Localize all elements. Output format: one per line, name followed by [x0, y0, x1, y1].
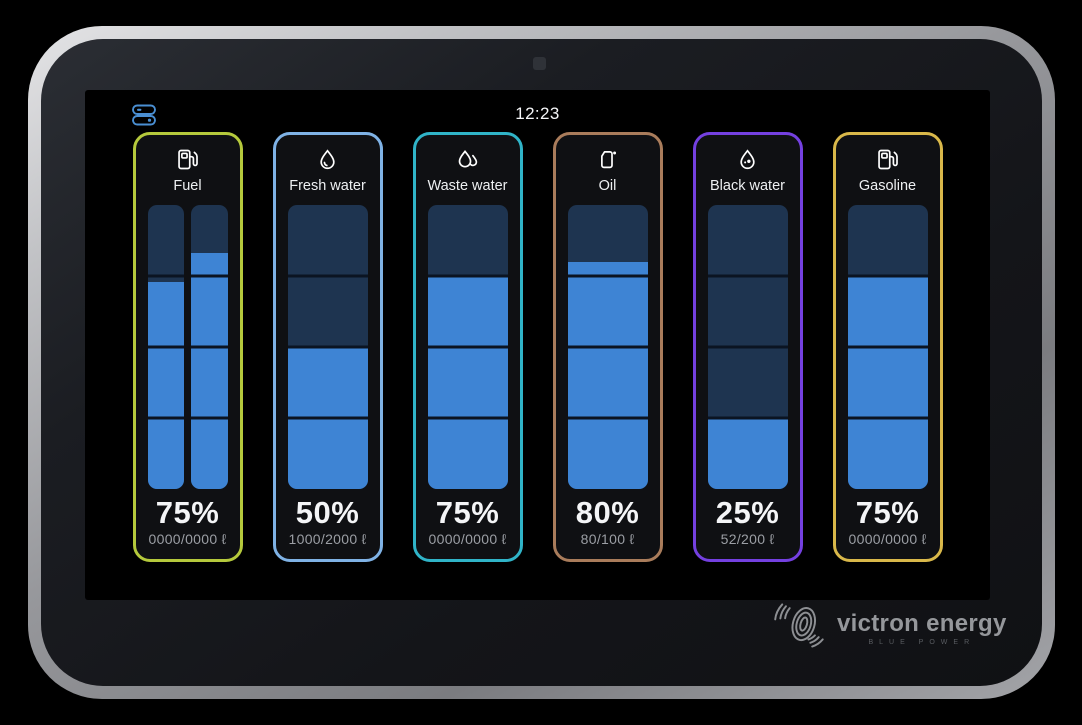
tank-level-bar [427, 205, 508, 489]
tank-capacity: 0000/0000 ℓ [148, 531, 227, 547]
bar-segment-divider [707, 345, 788, 349]
bar-segment-divider [707, 274, 788, 278]
status-bar: 12:23 [85, 90, 990, 130]
tank-card-black-water[interactable]: Black water 25% 52/200 ℓ [692, 132, 803, 562]
bar-segment-divider [191, 274, 228, 278]
tank-percent: 75% [155, 495, 220, 530]
brand-tagline: BLUE POWER [868, 638, 976, 646]
victron-branding: victron energy BLUE POWER [771, 599, 1007, 656]
tank-icon-holder [174, 146, 201, 173]
tank-label: Fresh water [289, 178, 366, 194]
bar-segment-divider [287, 274, 368, 278]
tank-bars [567, 205, 648, 489]
bar-segment-divider [847, 345, 928, 349]
tank-percent: 75% [435, 495, 500, 530]
tank-label: Fuel [173, 178, 202, 194]
water-drop-icon [320, 149, 335, 170]
tank-level-bar [567, 205, 648, 489]
device-bezel: 12:23 Fuel 75% 0000/0000 ℓ [41, 39, 1042, 686]
tank-card-oil[interactable]: Oil 80% 80/100 ℓ [552, 132, 663, 562]
tank-icon-holder [314, 146, 341, 173]
tank-level-bar [191, 205, 228, 489]
brand-name: victron energy [837, 609, 1007, 637]
tank-bars [847, 205, 928, 489]
tank-level-bar [707, 205, 788, 489]
tank-capacity: 52/200 ℓ [720, 531, 775, 547]
tank-level-fill [567, 261, 648, 489]
tank-level-fill [191, 253, 228, 489]
tank-card-fuel[interactable]: Fuel 75% 0000/0000 ℓ [132, 132, 243, 562]
double-drop-icon [458, 150, 478, 168]
bar-segment-divider [287, 416, 368, 420]
bar-segment-divider [147, 345, 184, 349]
bar-segment-divider [147, 274, 184, 278]
tank-level-fill [847, 276, 928, 489]
oil-jug-icon [601, 151, 617, 169]
tank-bars [707, 205, 788, 489]
bar-segment-divider [191, 345, 228, 349]
tank-label: Oil [598, 178, 617, 194]
tank-level-bar [287, 205, 368, 489]
tank-card-waste-water[interactable]: Waste water 75% 0000/0000 ℓ [412, 132, 523, 562]
tank-icon-holder [454, 146, 481, 173]
tank-bars [287, 205, 368, 489]
bar-segment-divider [847, 274, 928, 278]
touch-screen: 12:23 Fuel 75% 0000/0000 ℓ [85, 90, 990, 600]
tank-label: Gasoline [858, 178, 917, 194]
tank-icon-holder [734, 146, 761, 173]
tank-cards: Fuel 75% 0000/0000 ℓ Fresh water 50% 100… [85, 132, 990, 562]
tank-percent: 25% [715, 495, 780, 530]
tank-percent: 75% [855, 495, 920, 530]
tank-bars [147, 205, 228, 489]
tank-percent: 50% [295, 495, 360, 530]
tank-icon-holder [594, 146, 621, 173]
fuel-pump-icon [178, 149, 198, 170]
tank-card-fresh-water[interactable]: Fresh water 50% 1000/2000 ℓ [272, 132, 383, 562]
tank-percent: 80% [575, 495, 640, 530]
tank-icon-holder [874, 146, 901, 173]
bar-segment-divider [191, 416, 228, 420]
toggles-menu-icon[interactable] [130, 101, 158, 129]
bar-segment-divider [567, 274, 648, 278]
tank-level-bar [147, 205, 184, 489]
bar-segment-divider [567, 345, 648, 349]
bar-segment-divider [147, 416, 184, 420]
bar-segment-divider [707, 416, 788, 420]
tank-label: Black water [710, 178, 785, 194]
device-frame: 12:23 Fuel 75% 0000/0000 ℓ [28, 26, 1055, 699]
tank-level-fill [707, 418, 788, 489]
fuel-pump-icon [878, 149, 898, 170]
tank-level-fill [147, 281, 184, 489]
tank-card-gasoline[interactable]: Gasoline 75% 0000/0000 ℓ [832, 132, 943, 562]
bar-segment-divider [427, 345, 508, 349]
tank-label: Waste water [427, 178, 508, 194]
tank-level-fill [427, 276, 508, 489]
tank-level-bar [847, 205, 928, 489]
bar-segment-divider [427, 274, 508, 278]
tank-capacity: 80/100 ℓ [580, 531, 635, 547]
camera-sensor-dot [533, 57, 546, 70]
bar-segment-divider [847, 416, 928, 420]
victron-swirl-icon [771, 599, 829, 656]
bar-segment-divider [427, 416, 508, 420]
bar-segment-divider [287, 345, 368, 349]
tank-capacity: 1000/2000 ℓ [288, 531, 367, 547]
tank-capacity: 0000/0000 ℓ [848, 531, 927, 547]
black-water-drop-icon [740, 149, 755, 170]
tank-capacity: 0000/0000 ℓ [428, 531, 507, 547]
bar-segment-divider [567, 416, 648, 420]
tank-bars [427, 205, 508, 489]
clock: 12:23 [515, 104, 560, 123]
